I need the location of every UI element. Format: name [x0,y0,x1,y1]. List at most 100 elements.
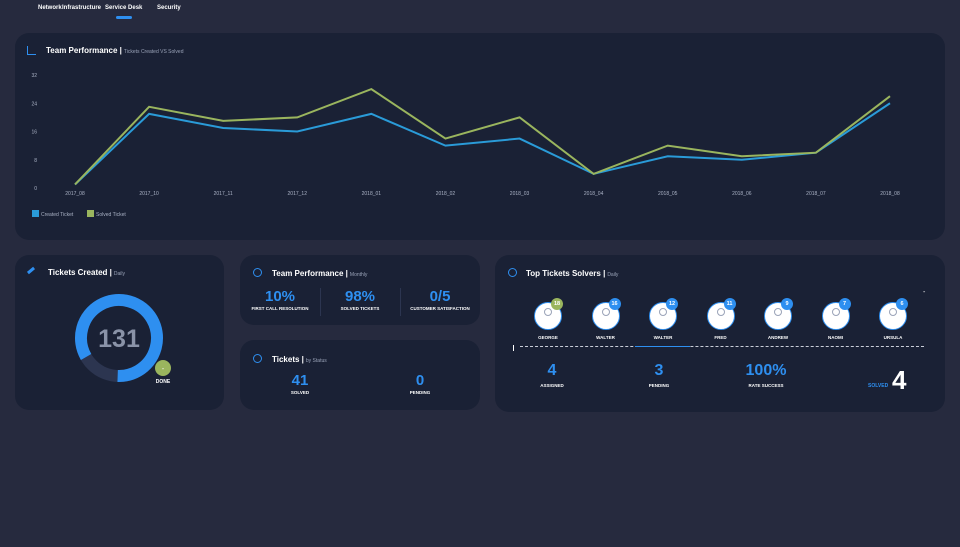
title: Team Performance | [272,269,348,278]
card-title: Tickets Created | Daily [48,268,125,277]
globe-icon [253,268,262,277]
subtitle: Tickets Created VS Solved [123,49,184,55]
x-tick-label: 2018_04 [584,191,604,197]
globe-icon [508,268,517,277]
solver-name: WALTER [596,335,615,340]
count-badge: 9 [781,298,793,310]
legend-label: Created Ticket [41,212,74,218]
y-tick-label: 24 [31,101,37,107]
count-badge: 18 [551,298,563,310]
kpi-value: 0 [415,372,425,389]
nav-tab[interactable]: Security [157,5,181,11]
solver-name: NAOMI [828,335,843,340]
kpi-separator [400,288,401,316]
x-tick-label: 2017_08 [65,191,85,197]
badge-label: DONE [156,379,171,385]
series-line [74,102,891,186]
count-badge: 11 [723,298,736,310]
divider-tick [513,345,514,351]
chart-card: Team Performance | Tickets Created VS Sol… [15,33,945,240]
chart-icon [27,46,36,55]
stat-label: RATE SUCCESS [748,383,784,388]
avatar-head [544,308,552,316]
stat-label: PENDING [648,383,670,388]
y-tick-label: 16 [31,130,37,136]
solvers-card: Top Tickets Solvers | Daily - 18 GEORGE 16 W… [495,255,945,412]
count-badge: 12 [666,298,678,310]
solver-name: GEORGE [538,335,558,340]
subtitle: by Status [305,358,327,364]
x-tick-label: 2017_11 [214,191,233,197]
donut-value: 131 [98,325,140,353]
kpi-value: 41 [291,372,309,389]
x-tick-label: 2018_03 [510,191,530,197]
title: Tickets | [272,355,304,364]
y-tick-label: 0 [34,186,37,192]
x-tick-label: 2018_07 [806,191,826,197]
donut-arc [75,294,163,382]
divider-highlight [635,346,690,347]
kpi-label: FIRST CALL RESOLUTION [251,306,309,311]
marker: - [923,289,926,296]
x-tick-label: 2018_08 [880,191,900,197]
kpi-label: PENDING [409,390,431,395]
legend-swatch [32,210,39,217]
subtitle: Daily [607,272,619,278]
kpi-label: CUSTOMER SATISFACTION [410,306,470,311]
avatar-head [774,308,782,316]
x-tick-label: 2017_10 [139,191,159,197]
active-indicator [116,16,132,19]
solver-name: ANDREW [767,335,789,340]
donut: 131 - DONE [75,294,171,385]
tickets-created-card: Tickets Created | Daily 131 - DONE [15,255,224,410]
title: Top Tickets Solvers | [526,269,606,278]
card-title: Top Tickets Solvers | Daily [526,269,618,278]
nav-tab[interactable]: Infrastructure [62,5,102,11]
status-card: Tickets | by Status 41 SOLVED 0 PENDING [240,340,480,410]
card-title: Team Performance | Tickets Created VS Sol… [46,46,183,55]
title: Team Performance | [46,46,122,55]
avatar-head [659,308,667,316]
stat-label: ASSIGNED [540,383,564,388]
nav-tab[interactable]: Network [38,5,62,11]
count-badge: 6 [896,298,908,310]
solver-name: URSULA [883,335,903,340]
stat-value: 3 [654,362,664,379]
subtitle: Daily [113,271,126,277]
count-badge: 16 [608,298,621,310]
card-title: Team Performance | Monthly [272,269,367,278]
x-tick-label: 2017_12 [288,191,308,197]
x-tick-label: 2018_05 [658,191,678,197]
stat-value: 100% [745,362,787,379]
legend-swatch [87,210,94,217]
solved-label: SOLVED [868,383,889,389]
x-tick-label: 2018_02 [436,191,456,197]
kpi-label: SOLVED [290,390,310,395]
nav-tab[interactable]: Service Desk [105,5,143,11]
card-title: Tickets | by Status [272,355,327,364]
solver-name: FRED [714,335,727,340]
title: Tickets Created | [48,268,112,277]
avatar-head [889,308,897,316]
solved-value: 4 [892,365,907,395]
divider [520,346,924,347]
stat-value: 4 [547,362,557,379]
avatar [764,302,792,330]
line-chart: 0 8 16 24 32 2017_08 2017_10 2017_11 2017_12 2018… [31,73,900,218]
y-tick-label: 32 [31,73,37,79]
x-tick-label: 2018_01 [362,191,382,197]
avatar-head [716,308,725,316]
y-tick-label: 8 [34,158,37,164]
count-badge: 7 [838,298,851,310]
solver-name: WALTER [653,335,673,340]
x-tick-label: 2018_06 [732,191,752,197]
kpi-value: 10% [264,288,296,305]
kpi-value: 0/5 [429,288,451,305]
badge-text: - [162,366,165,373]
kpi-separator [320,288,321,316]
subtitle: Monthly [349,272,368,278]
monthly-card: Team Performance | Monthly 10% FIRST CALL … [240,255,480,325]
avatar-head [601,308,610,316]
